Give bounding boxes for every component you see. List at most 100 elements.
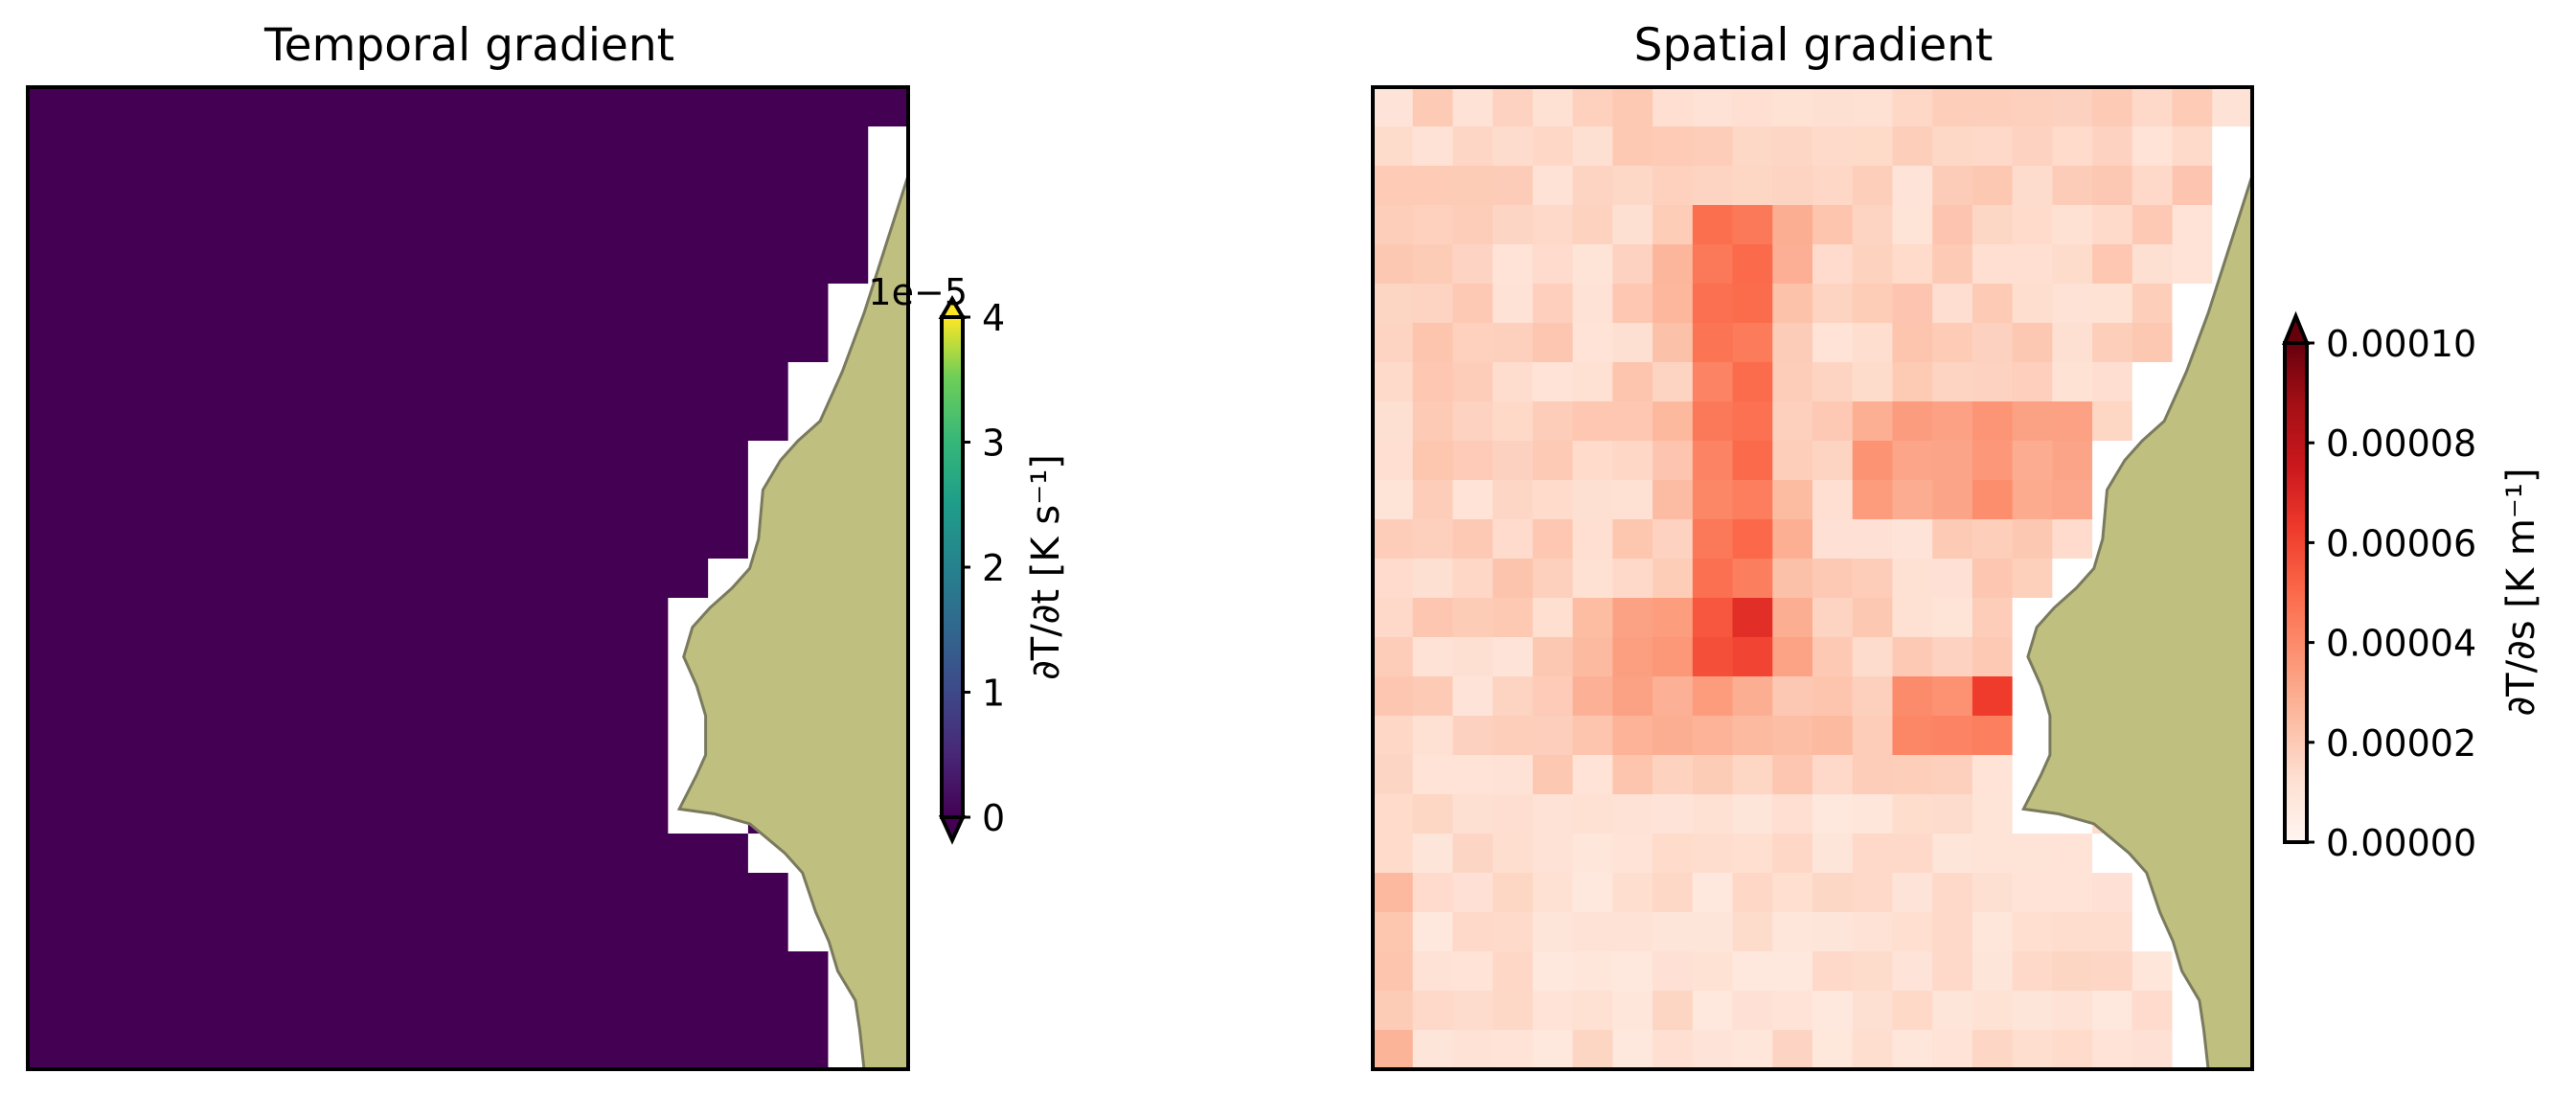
heatmap-cell	[1612, 480, 1653, 520]
heatmap-cell	[1572, 519, 1613, 560]
heatmap-cell	[1892, 323, 1933, 363]
heatmap-cell	[747, 166, 789, 206]
heatmap-cell	[387, 637, 429, 677]
heatmap-cell	[548, 166, 589, 206]
heatmap-cell	[1373, 441, 1414, 481]
heatmap-cell	[67, 676, 109, 717]
heatmap-cell	[2012, 716, 2053, 756]
heatmap-cell	[1732, 87, 1773, 127]
heatmap-cell	[348, 166, 389, 206]
heatmap-cell	[2131, 126, 2174, 167]
heatmap-cell	[1572, 716, 1613, 756]
heatmap-cell	[508, 284, 549, 324]
heatmap-cell	[1932, 480, 1973, 520]
heatmap-cell	[227, 284, 269, 324]
heatmap-cell	[1612, 244, 1653, 285]
heatmap-cell	[508, 1030, 549, 1070]
heatmap-cell	[1532, 323, 1574, 363]
heatmap-cell	[1812, 87, 1854, 127]
heatmap-cell	[67, 951, 109, 992]
heatmap-cell	[2092, 912, 2133, 952]
heatmap-cell	[267, 559, 309, 599]
heatmap-cell	[1373, 87, 1414, 127]
heatmap-cell	[1892, 873, 1933, 913]
heatmap-cell	[348, 794, 389, 834]
heatmap-cell	[1412, 755, 1454, 795]
heatmap-cell	[1373, 166, 1414, 206]
heatmap-cell	[28, 951, 69, 992]
heatmap-cell	[747, 126, 789, 167]
heatmap-cell	[1732, 166, 1773, 206]
heatmap-cell	[387, 912, 429, 952]
heatmap-cell	[427, 598, 469, 638]
heatmap-cell	[1972, 244, 2014, 285]
heatmap-cell	[508, 676, 549, 717]
heatmap-cell	[1412, 559, 1454, 599]
heatmap-cell	[1732, 716, 1773, 756]
heatmap-cell	[1493, 244, 1534, 285]
heatmap-cell	[387, 284, 429, 324]
heatmap-cell	[1772, 126, 1813, 167]
heatmap-cell	[28, 676, 69, 717]
heatmap-cell	[1412, 637, 1454, 677]
heatmap-cell	[587, 87, 629, 127]
heatmap-cell	[548, 755, 589, 795]
spatial-land-mask	[2021, 174, 2254, 1071]
heatmap-cell	[1572, 755, 1613, 795]
heatmap-cell	[1892, 87, 1933, 127]
heatmap-cell	[1653, 755, 1694, 795]
heatmap-cell	[508, 126, 549, 167]
heatmap-cell	[1373, 834, 1414, 874]
heatmap-cell	[348, 323, 389, 363]
heatmap-cell	[188, 205, 229, 245]
heatmap-cell	[227, 912, 269, 952]
heatmap-cell	[67, 166, 109, 206]
heatmap-cell	[787, 284, 830, 324]
heatmap-cell	[148, 716, 189, 756]
heatmap-cell	[188, 637, 229, 677]
heatmap-cell	[508, 166, 549, 206]
heatmap-cell	[1972, 559, 2014, 599]
heatmap-cell	[1772, 912, 1813, 952]
heatmap-cell	[2012, 991, 2053, 1031]
heatmap-cell	[1772, 87, 1813, 127]
heatmap-cell	[348, 755, 389, 795]
heatmap-cell	[1572, 873, 1613, 913]
heatmap-cell	[2092, 401, 2133, 442]
heatmap-cell	[1373, 794, 1414, 834]
heatmap-cell	[1972, 519, 2014, 560]
heatmap-cell	[227, 991, 269, 1031]
heatmap-cell	[67, 1030, 109, 1070]
heatmap-cell	[308, 637, 349, 677]
heatmap-cell	[148, 244, 189, 285]
heatmap-cell	[668, 362, 709, 402]
heatmap-cell	[2012, 480, 2053, 520]
heatmap-cell	[1772, 873, 1813, 913]
heatmap-cell	[1452, 284, 1493, 324]
heatmap-cell	[387, 991, 429, 1031]
heatmap-cell	[1932, 441, 1973, 481]
heatmap-cell	[67, 284, 109, 324]
heatmap-cell	[387, 676, 429, 717]
heatmap-cell	[188, 598, 229, 638]
heatmap-cell	[1932, 676, 1973, 717]
heatmap-cell	[148, 362, 189, 402]
heatmap-cell	[1452, 126, 1493, 167]
heatmap-cell	[1892, 834, 1933, 874]
heatmap-cell	[107, 598, 148, 638]
heatmap-cell	[2172, 205, 2213, 245]
heatmap-cell	[2012, 441, 2053, 481]
heatmap-cell	[1812, 441, 1854, 481]
heatmap-cell	[2012, 951, 2053, 992]
heatmap-cell	[1812, 873, 1854, 913]
heatmap-cell	[1892, 676, 1933, 717]
heatmap-cell	[308, 323, 349, 363]
heatmap-cell	[1732, 401, 1773, 442]
heatmap-cell	[467, 834, 509, 874]
heatmap-cell	[67, 87, 109, 127]
heatmap-cell	[1612, 401, 1653, 442]
heatmap-cell	[1412, 87, 1454, 127]
heatmap-cell	[1612, 284, 1653, 324]
heatmap-cell	[1732, 1030, 1773, 1070]
heatmap-cell	[267, 598, 309, 638]
